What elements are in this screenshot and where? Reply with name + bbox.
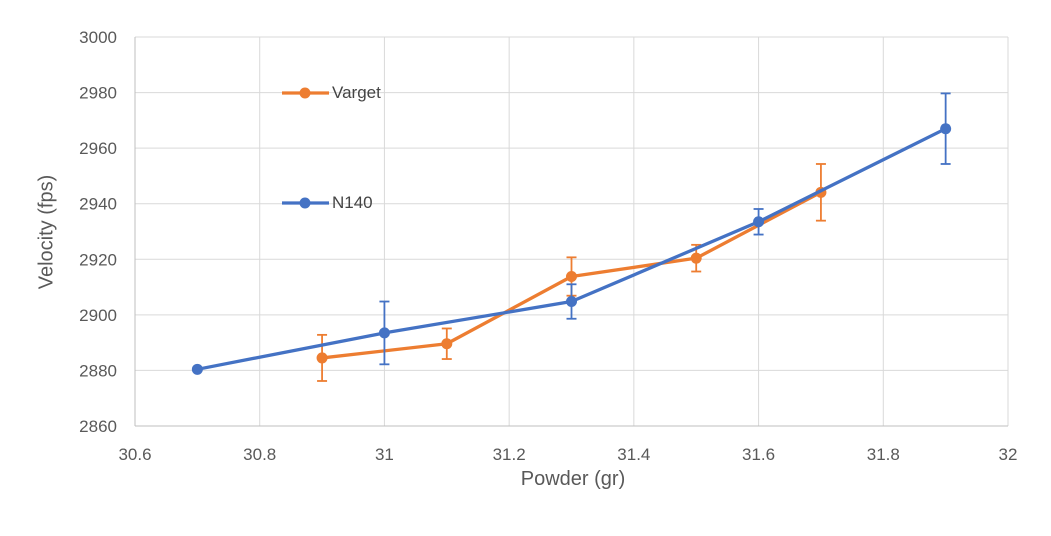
x-tick-label: 31.8	[867, 445, 900, 464]
x-tick-label: 31.4	[617, 445, 650, 464]
data-point	[378, 327, 390, 339]
x-tick-label: 32	[999, 445, 1018, 464]
x-axis-title: Powder (gr)	[520, 468, 626, 490]
data-point	[191, 363, 203, 375]
y-tick-label: 2960	[79, 139, 117, 158]
x-tick-label: 31	[375, 445, 394, 464]
y-tick-label: 3000	[79, 28, 117, 47]
gridlines	[134, 36, 1009, 427]
y-tick-label: 2980	[79, 84, 117, 103]
data-point	[940, 123, 952, 135]
data-point	[441, 338, 453, 350]
series-line	[195, 127, 948, 371]
x-tick-label: 31.6	[742, 445, 775, 464]
legend-item-n140: N140	[282, 193, 373, 213]
x-tick-label: 30.8	[243, 445, 276, 464]
y-tick-label: 2900	[79, 306, 117, 325]
series-n140	[191, 92, 952, 375]
legend-label: N140	[332, 193, 373, 212]
data-point	[753, 216, 765, 228]
tick-labels: 2860 2880 2900 2920 2940 2960 2980 3000 30.6 30.8…	[79, 28, 1017, 464]
data-point	[566, 296, 577, 308]
y-tick-label: 2860	[79, 417, 117, 436]
x-tick-label: 31.2	[493, 445, 526, 464]
legend-item-varget: Varget	[282, 83, 381, 103]
y-axis-title: Velocity (fps)	[35, 174, 58, 290]
y-tick-label: 2880	[79, 361, 117, 380]
data-point	[566, 271, 577, 283]
y-tick-label: 2920	[79, 250, 117, 269]
legend-label: Varget	[332, 83, 381, 102]
n140-legend-marker-icon	[282, 197, 329, 209]
data-point	[316, 352, 328, 364]
y-tick-label: 2940	[79, 195, 117, 214]
x-tick-label: 30.6	[118, 445, 151, 464]
data-point	[690, 252, 702, 264]
varget-legend-marker-icon	[282, 87, 329, 99]
series-varget	[316, 163, 827, 382]
